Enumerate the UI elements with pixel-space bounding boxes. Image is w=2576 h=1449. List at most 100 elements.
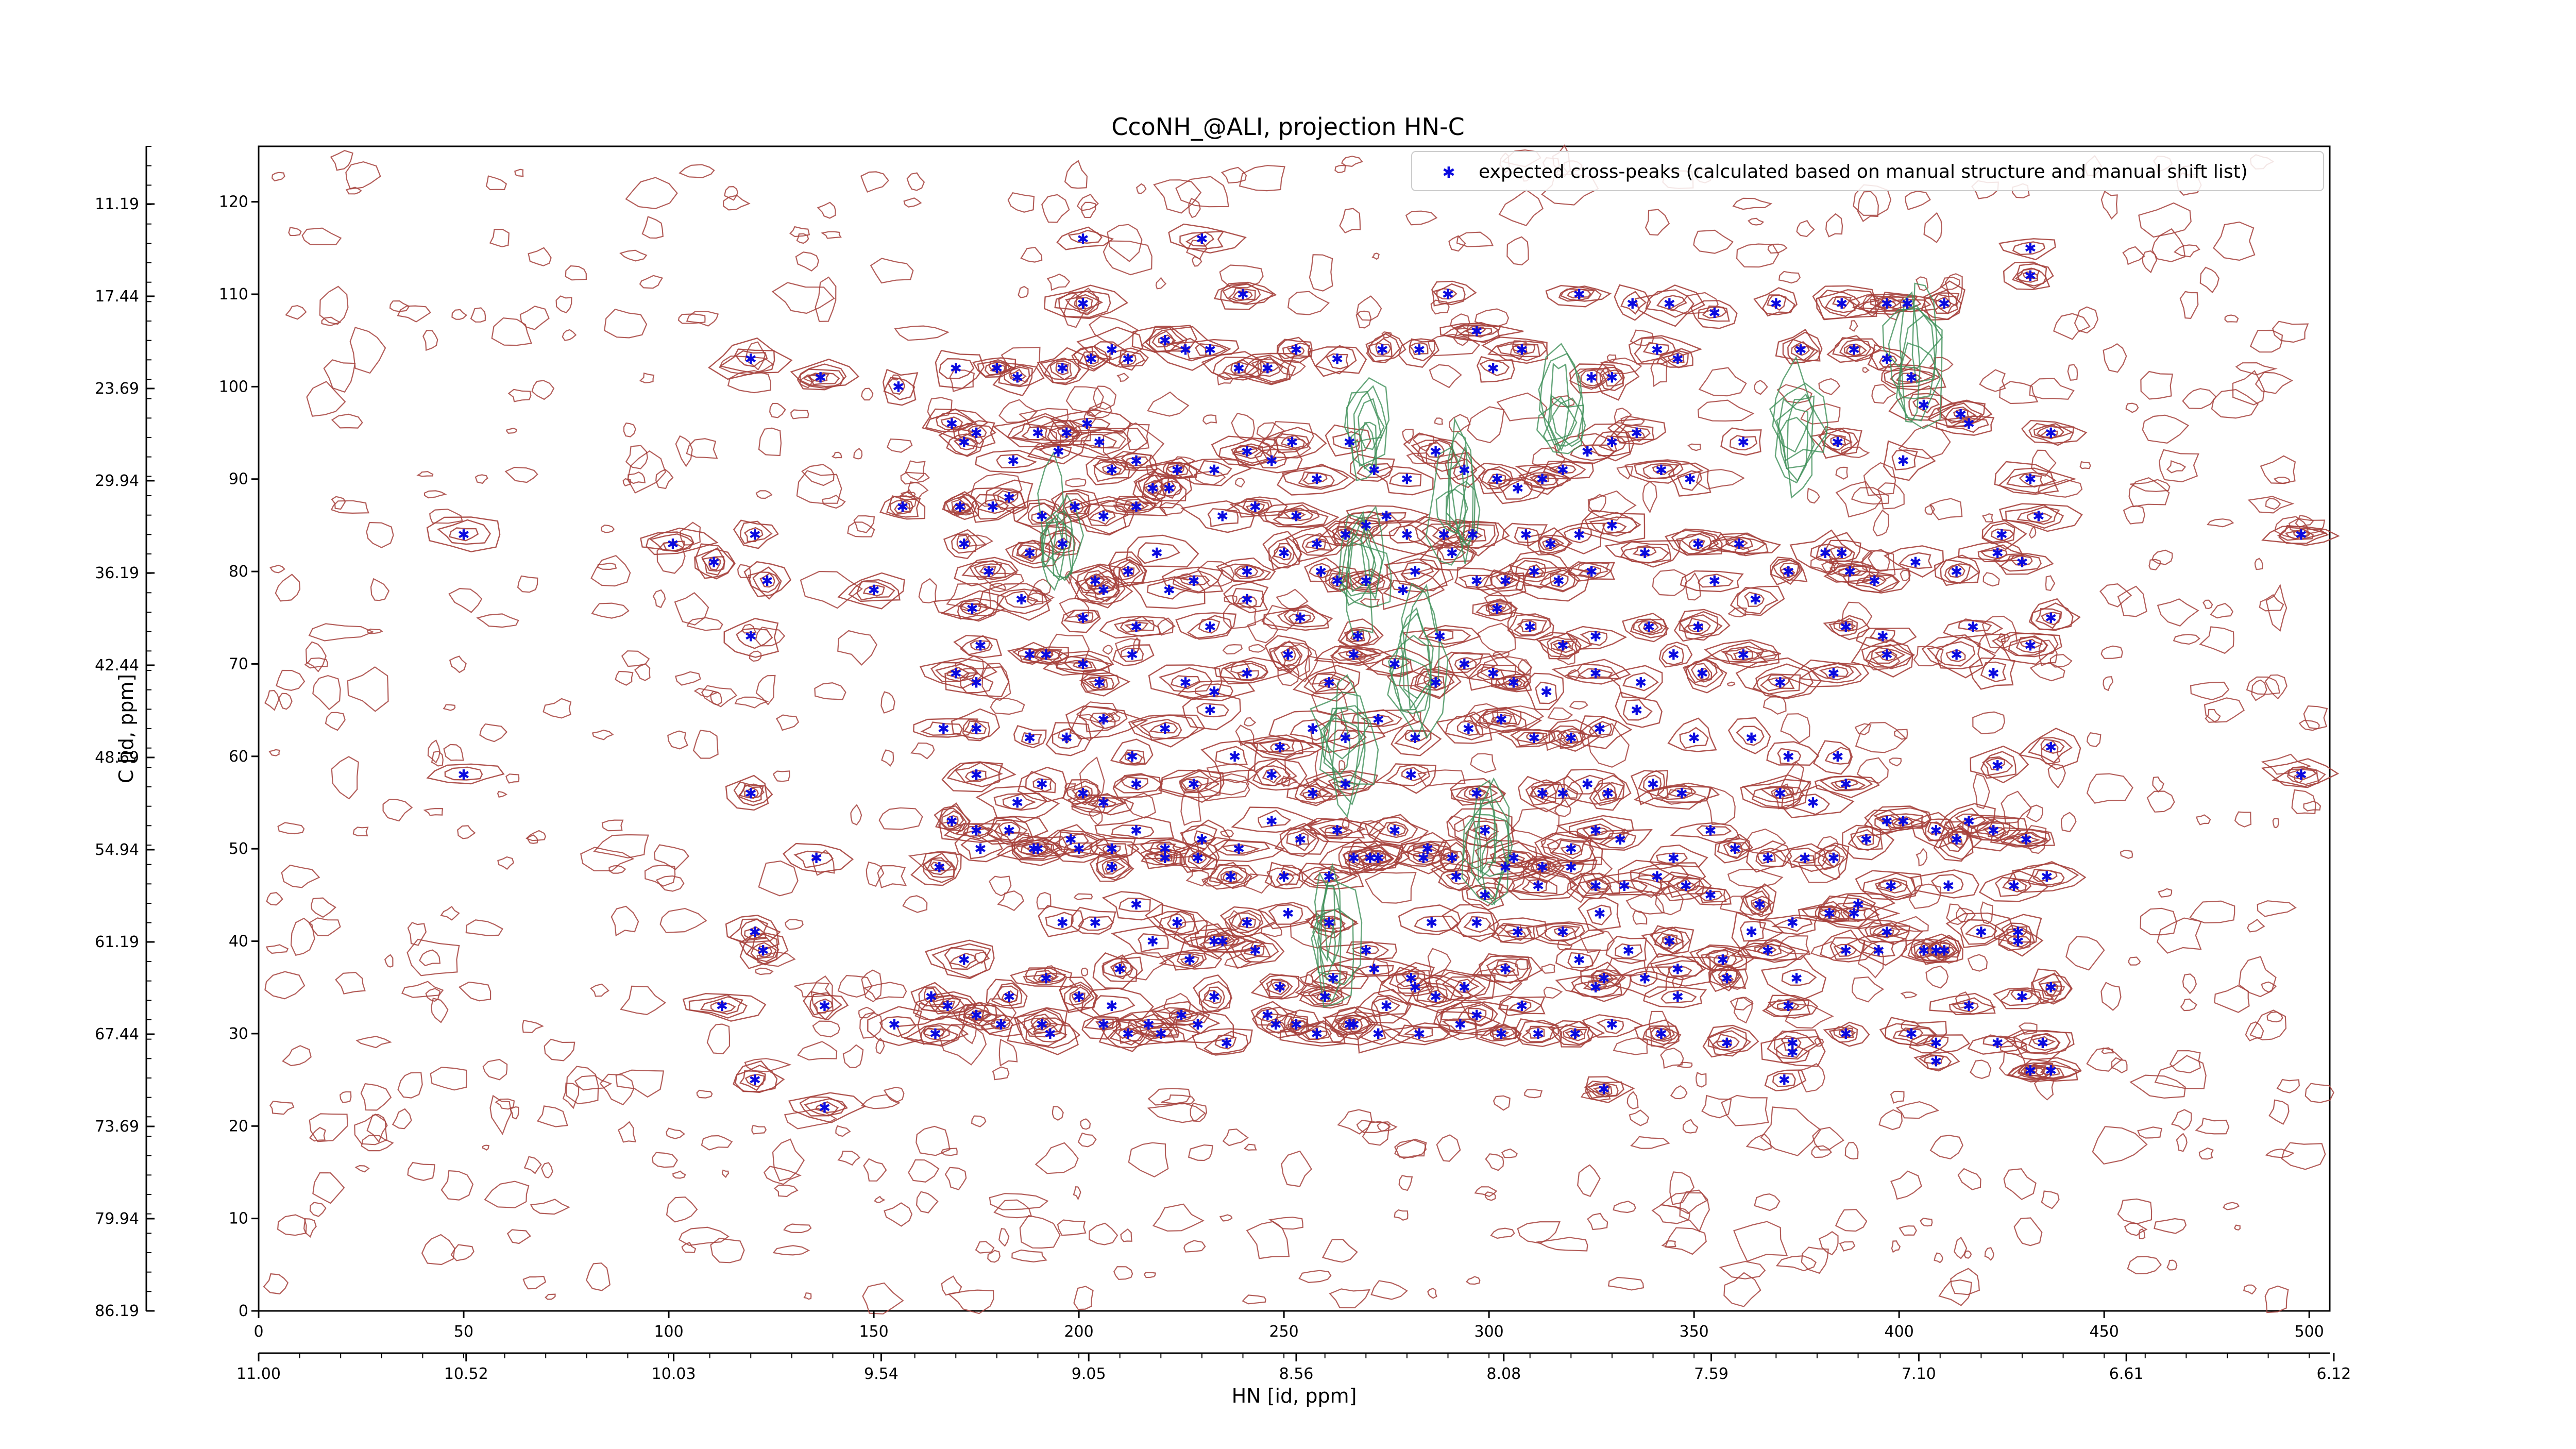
contour-line (2260, 455, 2296, 484)
contour-line (1295, 832, 1310, 847)
cross-peak-marker: ✱ (744, 628, 756, 645)
contour-line (1711, 1033, 1740, 1050)
contour-line (913, 718, 979, 738)
contour-line (1535, 681, 1557, 704)
cross-peak-marker: ✱ (1060, 730, 1072, 747)
contour-line (1482, 711, 1518, 726)
contour-line (1142, 471, 1192, 509)
contour-line (2190, 681, 2230, 701)
contour-line (944, 1167, 967, 1190)
contour-line (853, 515, 875, 533)
contour-line (1126, 456, 1149, 467)
contour-line (943, 491, 979, 520)
contour-line (2261, 526, 2340, 546)
contour-line (1346, 941, 1389, 960)
ppm-x-tick-label: 6.12 (2317, 1365, 2351, 1383)
contour-line (903, 197, 922, 208)
contour-line (1277, 664, 1300, 686)
contour-line (1288, 613, 1311, 625)
contour-line (1940, 559, 1980, 586)
contour-line (1910, 942, 1935, 959)
contour-line (815, 1101, 839, 1114)
contour-line (796, 1041, 838, 1061)
cross-peak-marker: ✱ (1557, 637, 1569, 654)
contour-line (878, 807, 923, 830)
cross-peak-marker: ✱ (1446, 545, 1458, 562)
contour-line (1463, 916, 1492, 933)
contour-line (2254, 558, 2263, 570)
contour-line (2146, 790, 2175, 813)
cross-peak-marker: ✱ (1380, 998, 1392, 1015)
cross-peak-marker: ✱ (1459, 462, 1470, 479)
contour-line (1185, 231, 1215, 247)
contour-line (1657, 784, 1697, 800)
contour-line (2255, 372, 2294, 394)
contour-line (719, 348, 775, 374)
contour-line (1128, 503, 1144, 511)
contour-line (1754, 380, 1768, 395)
contour-line (1198, 981, 1233, 1013)
contour-line (2157, 598, 2199, 627)
contour-line (1284, 525, 1346, 562)
contour-line (1340, 511, 1377, 606)
contour-line (1700, 890, 1723, 901)
contour-line (973, 563, 1003, 578)
contour-line (1492, 1029, 1510, 1037)
cross-peak-marker: ✱ (1368, 961, 1380, 978)
contour-line (1092, 952, 1143, 989)
contour-line (1175, 1012, 1221, 1034)
contour-line (1401, 970, 1419, 983)
contour-line (1538, 352, 1584, 447)
cross-peak-marker: ✱ (1598, 970, 1609, 987)
cross-peak-marker: ✱ (1754, 896, 1766, 913)
cross-peak-marker: ✱ (1786, 1044, 1798, 1061)
cross-peak-marker: ✱ (1680, 878, 1691, 895)
contour-line (1158, 769, 1222, 799)
contour-line (952, 503, 966, 513)
contour-line (1551, 395, 1575, 408)
contour-line (979, 566, 996, 575)
ppm-y-tick-label: 29.94 (95, 472, 139, 490)
contour-line (1230, 362, 1249, 374)
contour-line (1437, 545, 1466, 561)
cross-peak-marker: ✱ (1204, 619, 1216, 636)
contour-line (1202, 414, 1217, 425)
cross-peak-marker: ✱ (744, 351, 756, 368)
contour-line (1911, 282, 1938, 384)
contour-line (1232, 290, 1253, 300)
contour-line (1163, 953, 1205, 971)
contour-line (354, 1114, 388, 1145)
contour-line (1230, 940, 1279, 963)
contour-line (1760, 1036, 1826, 1067)
contour-line (1195, 683, 1233, 698)
contour-line (1260, 922, 1282, 937)
contour-line (1936, 947, 1951, 957)
contour-line (795, 251, 819, 272)
contour-line (1755, 848, 1787, 867)
contour-line (1543, 461, 1586, 479)
contour-line (1358, 846, 1401, 867)
cross-peak-marker: ✱ (1319, 988, 1331, 1005)
contour-line (1071, 906, 1116, 935)
contour-line (1527, 856, 1562, 878)
contour-line (1230, 912, 1261, 933)
contour-line (1294, 784, 1333, 806)
contour-line (2212, 221, 2256, 261)
contour-line (1550, 573, 1569, 588)
contour-line (1945, 807, 1994, 835)
contour-line (1454, 657, 1477, 670)
contour-line (1991, 528, 2015, 541)
contour-line (1258, 738, 1295, 753)
contour-line (735, 1065, 778, 1092)
contour-line (2249, 329, 2283, 353)
contour-line (1448, 235, 1466, 252)
contour-line (1223, 872, 1238, 883)
cross-peak-marker: ✱ (1044, 1025, 1056, 1042)
contour-line (1841, 601, 1873, 632)
cross-peak-marker: ✱ (2295, 526, 2307, 543)
contour-line (1064, 783, 1076, 791)
contour-line (1145, 483, 1159, 495)
cross-peak-marker: ✱ (958, 951, 970, 968)
contour-line (755, 490, 773, 499)
contour-line (1588, 721, 1613, 737)
